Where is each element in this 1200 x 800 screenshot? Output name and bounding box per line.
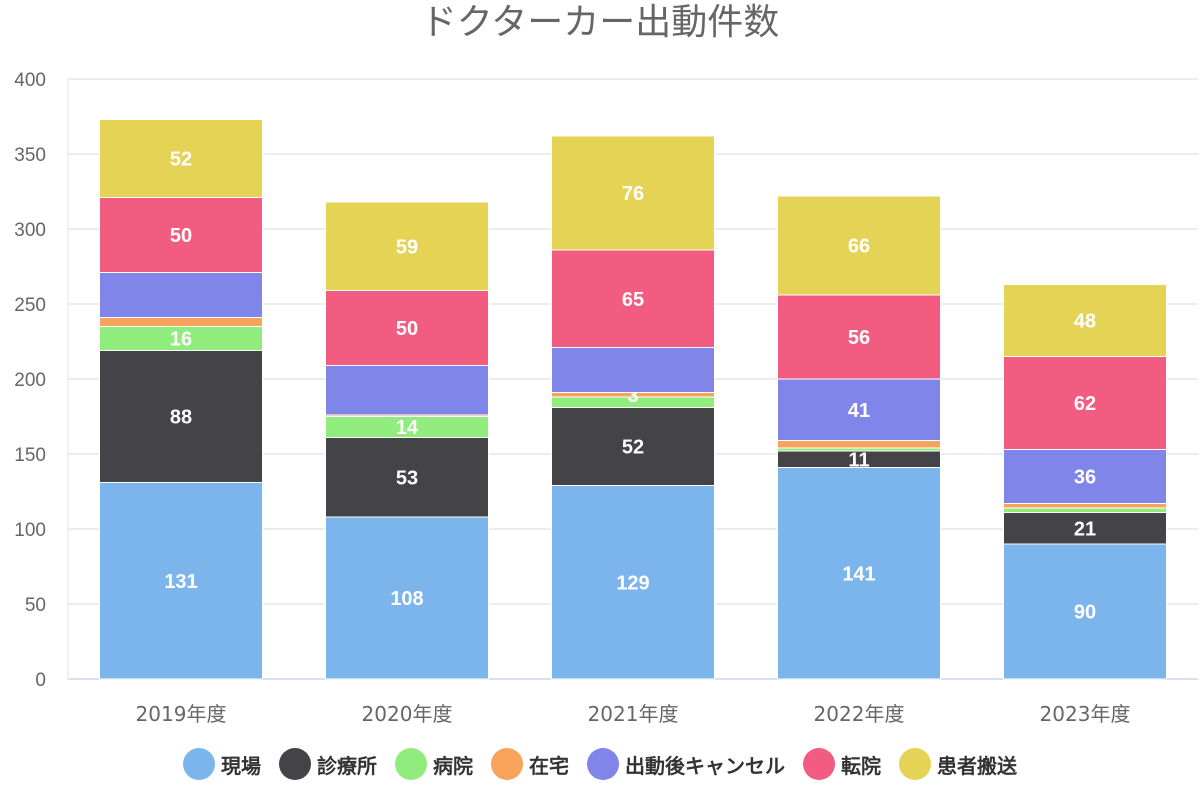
legend-marker-icon: [803, 748, 835, 780]
data-label: 11: [848, 449, 869, 471]
bar-segment[interactable]: [99, 272, 263, 318]
y-tick-label: 50: [25, 595, 46, 616]
data-label: 62: [1074, 393, 1096, 415]
bar-segment[interactable]: [99, 326, 263, 351]
bar-segment[interactable]: [551, 407, 715, 486]
data-label: 108: [390, 588, 423, 610]
legend-item[interactable]: 出動後キャンセル: [587, 748, 785, 780]
data-label: 88: [170, 407, 192, 429]
bar-segment[interactable]: [325, 516, 489, 680]
data-label: 48: [1074, 311, 1096, 333]
y-tick-label: 0: [35, 670, 46, 691]
bar-segment[interactable]: [99, 482, 263, 680]
data-label: 14: [396, 417, 419, 439]
legend-marker-icon: [395, 748, 427, 780]
bar-segment[interactable]: [777, 195, 941, 296]
data-label: 56: [848, 327, 870, 349]
data-label: 90: [1074, 602, 1096, 624]
y-tick-label: 350: [14, 145, 46, 166]
legend-item[interactable]: 診療所: [279, 748, 377, 780]
data-label: 53: [396, 467, 418, 489]
data-label: 52: [622, 437, 644, 459]
data-label: 59: [396, 236, 418, 258]
bar-segment[interactable]: [99, 119, 263, 198]
y-tick-label: 150: [14, 445, 46, 466]
bar-segment[interactable]: [1003, 356, 1167, 450]
bar-segment[interactable]: [777, 378, 941, 441]
bar-segment[interactable]: [777, 440, 941, 449]
x-tick-label: 2019年度: [136, 702, 227, 726]
legend-item[interactable]: 在宅: [491, 748, 569, 780]
legend-marker-icon: [279, 748, 311, 780]
bar-segment[interactable]: [99, 197, 263, 273]
bar-segment[interactable]: [551, 485, 715, 680]
data-label: 50: [396, 318, 418, 340]
x-tick-label: 2021年度: [588, 702, 679, 726]
bar-segment[interactable]: [1003, 543, 1167, 680]
legend-item[interactable]: 転院: [803, 748, 881, 780]
data-label: 66: [848, 236, 870, 258]
data-label: 41: [848, 400, 870, 422]
x-tick-label: 2022年度: [814, 702, 905, 726]
data-label: 141: [842, 563, 875, 585]
bar-segment[interactable]: [1003, 503, 1167, 509]
bar-segment[interactable]: [325, 290, 489, 366]
data-label: 76: [622, 183, 644, 205]
legend-item[interactable]: 現場: [183, 748, 261, 780]
bar-segment[interactable]: [1003, 449, 1167, 504]
bar-segment[interactable]: [325, 365, 489, 416]
y-tick-label: 400: [14, 70, 46, 91]
legend-item[interactable]: 病院: [395, 748, 473, 780]
y-tick-label: 200: [14, 370, 46, 391]
legend-marker-icon: [183, 748, 215, 780]
bar-segment[interactable]: [551, 249, 715, 348]
data-label: 36: [1074, 467, 1096, 489]
legend-label: 患者搬送: [937, 753, 1017, 778]
data-label: 50: [170, 225, 192, 247]
legend-label: 出動後キャンセル: [625, 753, 785, 778]
legend-label: 在宅: [529, 753, 569, 778]
legend: 現場 診療所 病院 在宅 出動後キャンセル 転院 患者搬送: [0, 748, 1200, 780]
legend-label: 現場: [221, 753, 261, 778]
legend-marker-icon: [587, 748, 619, 780]
legend-item[interactable]: 患者搬送: [899, 748, 1017, 780]
y-tick-label: 100: [14, 520, 46, 541]
x-tick-label: 2020年度: [362, 702, 453, 726]
bar-segment[interactable]: [1003, 507, 1167, 513]
legend-marker-icon: [491, 748, 523, 780]
bar-segment[interactable]: [99, 317, 263, 327]
legend-marker-icon: [899, 748, 931, 780]
x-tick-label: 2023年度: [1040, 702, 1131, 726]
bar-segment[interactable]: [99, 350, 263, 483]
bar-segment[interactable]: [1003, 284, 1167, 357]
bar-segment[interactable]: [551, 135, 715, 251]
legend-label: 診療所: [317, 753, 377, 778]
data-label: 65: [622, 289, 644, 311]
bar-segment[interactable]: [777, 467, 941, 680]
y-tick-label: 250: [14, 295, 46, 316]
y-tick-label: 300: [14, 220, 46, 241]
data-label: 129: [616, 572, 649, 594]
legend-label: 病院: [433, 753, 473, 778]
bar-segment[interactable]: [551, 347, 715, 393]
bar-segment[interactable]: [1003, 512, 1167, 545]
bar-segment[interactable]: [325, 201, 489, 291]
data-label: 21: [1074, 518, 1096, 540]
legend-label: 転院: [841, 753, 881, 778]
data-label: 16: [170, 329, 192, 351]
data-label: 3: [627, 385, 638, 407]
bar-segment[interactable]: [325, 437, 489, 518]
data-label: 131: [164, 571, 197, 593]
chart-title: ドクターカー出動件数: [420, 2, 780, 43]
data-label: 52: [170, 149, 192, 171]
